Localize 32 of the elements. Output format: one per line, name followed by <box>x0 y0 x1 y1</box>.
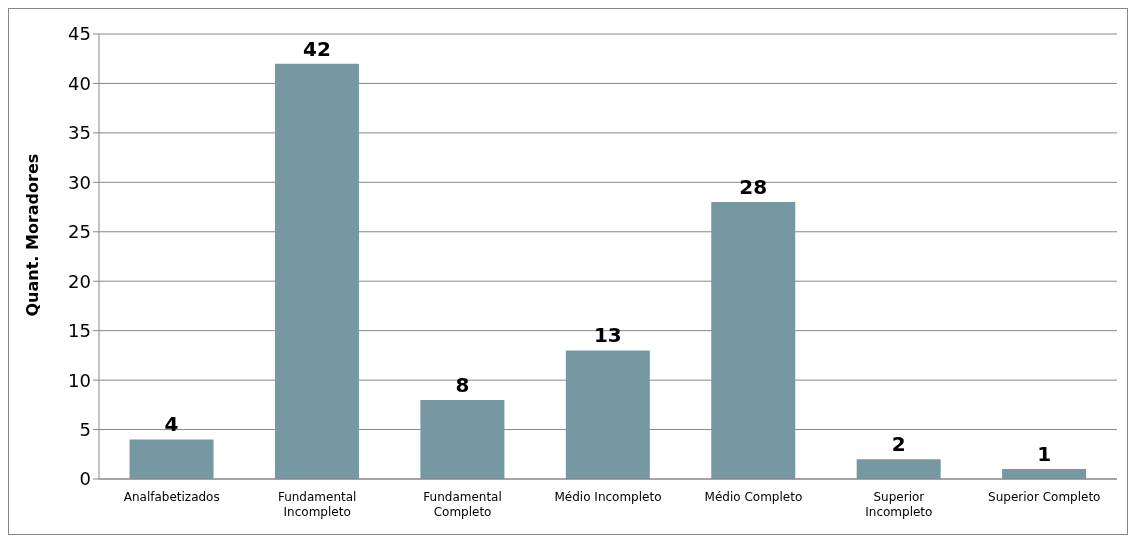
data-label: 13 <box>593 323 622 348</box>
x-tick-label: Médio Incompleto <box>554 490 662 504</box>
data-label: 8 <box>455 372 470 397</box>
x-tick-label: Superior Completo <box>988 490 1101 504</box>
y-tick-label: 25 <box>68 221 91 243</box>
y-tick-label: 15 <box>68 320 91 342</box>
data-label: 42 <box>303 36 331 61</box>
x-tick-label: Fundamental Incompleto <box>277 490 357 519</box>
bar <box>711 202 796 479</box>
x-tick-label: Analfabetizados <box>123 490 220 504</box>
bar <box>274 63 359 479</box>
y-tick-label: 45 <box>68 23 91 45</box>
data-label: 2 <box>891 432 906 457</box>
y-tick-label: 40 <box>68 72 91 94</box>
data-label: 28 <box>739 175 768 200</box>
data-label: 1 <box>1037 442 1052 467</box>
y-axis-title: Quant. Moradores <box>22 153 42 317</box>
bar <box>1002 469 1087 479</box>
data-label: 4 <box>164 412 179 437</box>
bar <box>565 350 650 479</box>
y-tick-label: 0 <box>79 468 91 490</box>
y-tick-label: 20 <box>68 270 91 292</box>
x-tick-label: Superior Incompleto <box>865 490 933 519</box>
y-tick-label: 5 <box>79 418 91 440</box>
y-tick-label: 10 <box>68 369 91 391</box>
y-tick-label: 35 <box>68 122 91 144</box>
x-tick-label: Fundamental Completo <box>423 490 502 519</box>
bar <box>856 459 941 479</box>
bar <box>420 399 505 479</box>
x-tick-label: Médio Completo <box>704 490 803 504</box>
y-tick-label: 30 <box>68 171 91 193</box>
bar <box>129 439 214 479</box>
